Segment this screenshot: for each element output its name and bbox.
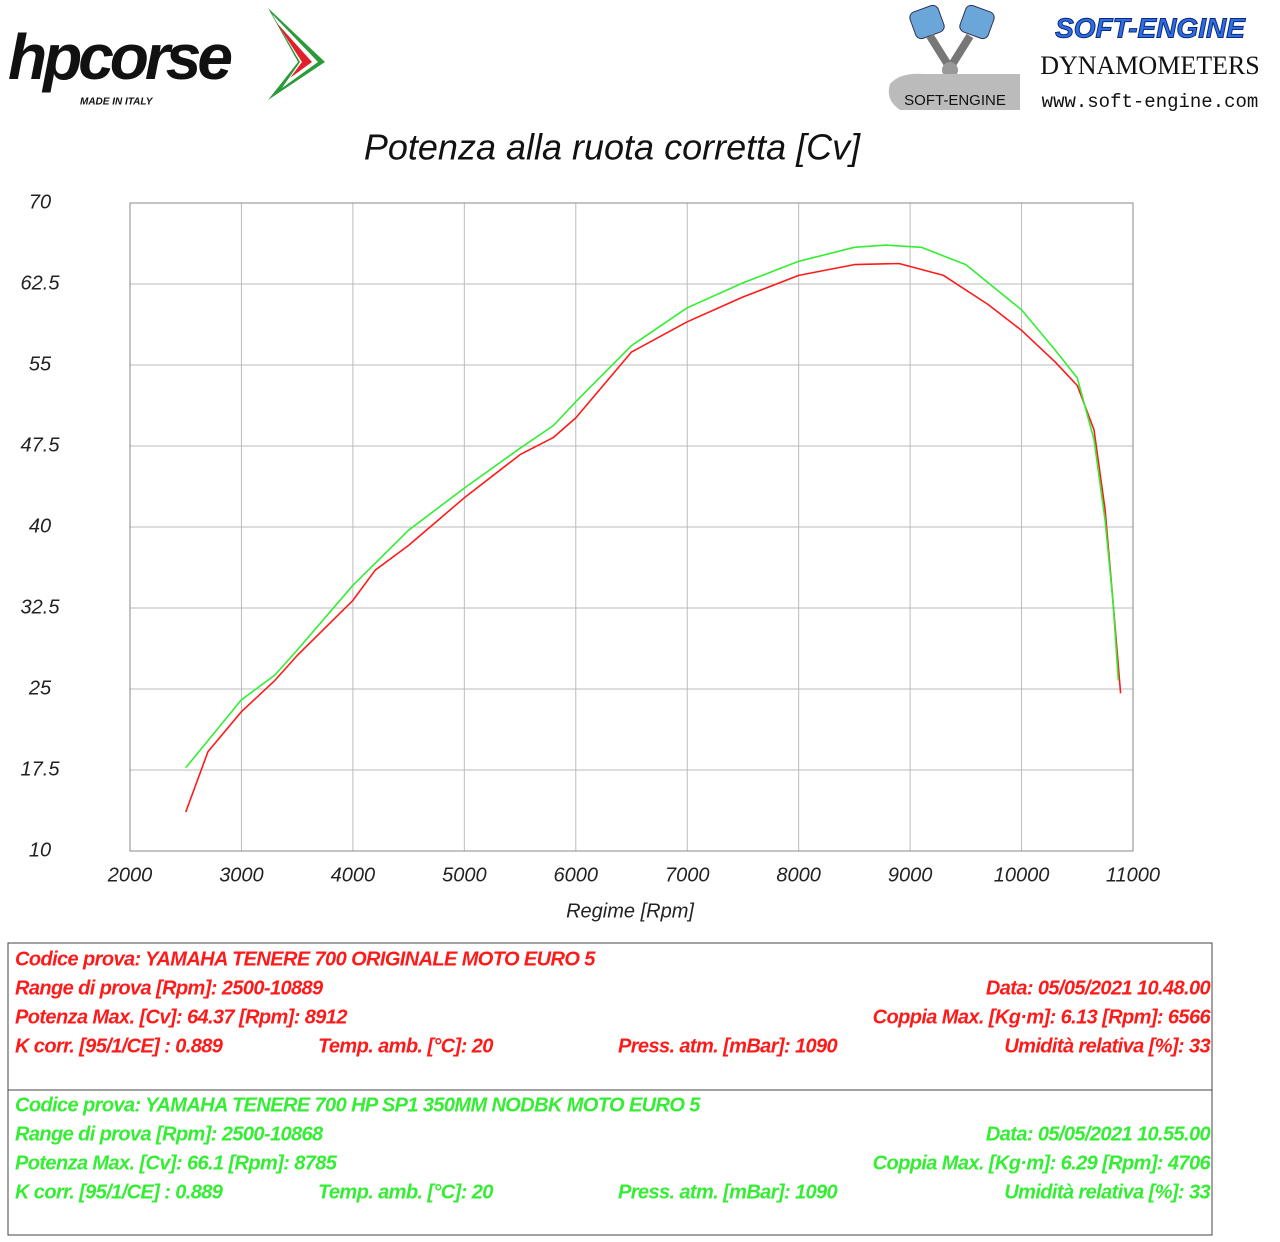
x-tick-label: 5000 <box>442 864 487 886</box>
power-curve <box>184 262 1122 813</box>
test-info-text: Press. atm. [mBar]: 1090 <box>618 1181 838 1203</box>
y-tick-label: 70 <box>29 191 51 213</box>
test-info-text: Codice prova: YAMAHA TENERE 700 HP SP1 3… <box>15 1094 701 1116</box>
y-tick-label: 40 <box>29 515 51 537</box>
test-info: Codice prova: YAMAHA TENERE 700 ORIGINAL… <box>15 948 1212 1203</box>
test-info-text: Range di prova [Rpm]: 2500-10868 <box>15 1123 324 1145</box>
tick-labels: 10 17.5 25 32.5 40 47.5 55 62.5 70 2000 3000 4000 50… <box>21 191 1161 886</box>
test-info-text: K corr. [95/1/CE] : 0.889 <box>15 1035 224 1057</box>
test-info-text: Range di prova [Rpm]: 2500-10889 <box>15 977 324 999</box>
test-info-text: Temp. amb. [°C]: 20 <box>318 1181 493 1203</box>
x-axis-label: Regime [Rpm] <box>566 900 694 922</box>
test-info-text: Potenza Max. [Cv]: 64.37 [Rpm]: 8912 <box>15 1006 347 1028</box>
hpcorse-logo: hpcorse MADE IN ITALY <box>8 8 325 108</box>
x-tick-label: 10000 <box>994 864 1050 886</box>
y-tick-label: 10 <box>29 839 51 861</box>
dyno-subtitle: DYNAMOMETERS <box>1040 51 1260 80</box>
plot-frame <box>129 202 1134 852</box>
series-group <box>184 244 1122 813</box>
dyno-logo-text: SOFT-ENGINE <box>904 92 1006 109</box>
logo-swoosh-red <box>276 22 312 78</box>
x-tick-label: 8000 <box>776 864 821 886</box>
y-tick-label: 47.5 <box>21 434 61 456</box>
test-info-text: Temp. amb. [°C]: 20 <box>318 1035 493 1057</box>
logo-plate <box>888 73 1020 110</box>
test-info-text: Coppia Max. [Kg·m]: 6.29 [Rpm]: 4706 <box>873 1152 1212 1174</box>
brand-tagline: MADE IN ITALY <box>80 97 154 108</box>
test-info-text: Coppia Max. [Kg·m]: 6.13 [Rpm]: 6566 <box>873 1006 1212 1028</box>
test-info-text: K corr. [95/1/CE] : 0.889 <box>15 1181 224 1203</box>
dyno-brand: SOFT-ENGINE <box>1055 12 1246 43</box>
x-tick-label: 9000 <box>888 864 933 886</box>
test-info-text: Press. atm. [mBar]: 1090 <box>618 1035 838 1057</box>
y-tick-label: 32.5 <box>21 596 61 618</box>
test-info-text: Codice prova: YAMAHA TENERE 700 ORIGINAL… <box>15 948 596 970</box>
test-info-text: Umidità relativa [%]: 33 <box>1004 1181 1210 1203</box>
y-tick-label: 55 <box>29 353 52 375</box>
x-tick-label: 11000 <box>1106 864 1160 886</box>
test-info-text: Potenza Max. [Cv]: 66.1 [Rpm]: 8785 <box>15 1152 338 1174</box>
chart-title: Potenza alla ruota corretta [Cv] <box>364 127 861 168</box>
brand: hpcorse <box>8 21 231 93</box>
y-tick-label: 62.5 <box>21 272 61 294</box>
test-box <box>7 1089 1213 1236</box>
x-tick-label: 6000 <box>554 864 599 886</box>
soft-engine-logo: SOFT-ENGINE DYNAMOMETERS SOFT-ENGINE www… <box>888 4 1260 113</box>
piston-icon <box>909 4 945 40</box>
x-tick-label: 2000 <box>107 864 153 886</box>
x-tick-label: 3000 <box>219 864 264 886</box>
y-tick-label: 25 <box>28 677 52 699</box>
x-tick-label: 7000 <box>665 864 710 886</box>
power-curve <box>185 244 1120 769</box>
test-info-text: Umidità relativa [%]: 33 <box>1004 1035 1210 1057</box>
test-info-text: Data: 05/05/2021 10.55.00 <box>986 1123 1211 1145</box>
y-tick-label: 17.5 <box>21 758 61 780</box>
test-info-text: Data: 05/05/2021 10.48.00 <box>986 977 1211 999</box>
dyno-url: www.soft-engine.com <box>1042 91 1259 113</box>
x-tick-label: 4000 <box>331 864 376 886</box>
piston-icon <box>959 4 995 40</box>
